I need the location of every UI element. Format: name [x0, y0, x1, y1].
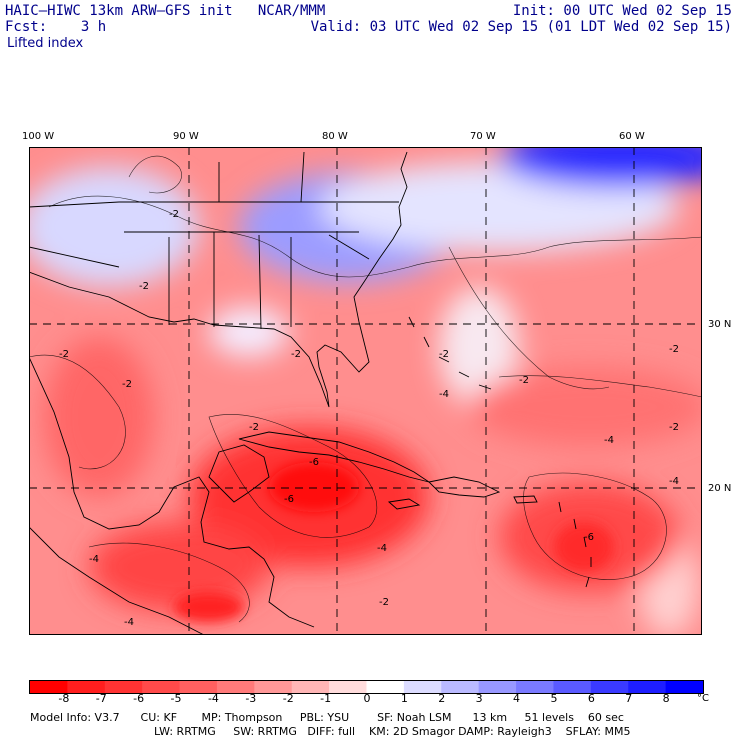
colorbar-unit: °C — [697, 693, 709, 704]
stable-region-us — [29, 167, 199, 287]
contour-label: -2 — [122, 379, 132, 390]
us-state-borders — [29, 151, 399, 330]
colorbar-swatch — [366, 681, 405, 693]
contour-label: -2 — [249, 422, 259, 433]
colorbar-frame — [29, 680, 704, 694]
hispaniola-line — [428, 476, 501, 498]
colorbar-tick-label: -8 — [58, 692, 70, 705]
colorbar-tick-label: -5 — [170, 692, 182, 705]
puerto-rico-line — [513, 495, 538, 504]
colorbar-tick-label: 0 — [363, 692, 371, 705]
colorbar-tick-label: 1 — [400, 692, 408, 705]
colorbar-swatch — [553, 681, 592, 693]
colorbar-tick-label: 6 — [587, 692, 595, 705]
contour-label: -2 — [139, 281, 149, 292]
lon-label-90w: 90 W — [173, 131, 199, 142]
colorbar-tick-label: -3 — [245, 692, 257, 705]
contour-line-1 — [48, 195, 702, 278]
colorbar-swatch — [628, 681, 667, 693]
init-time: Init: 00 UTC Wed 02 Sep 15 — [512, 3, 732, 19]
contour-label: -4 — [439, 389, 449, 400]
contour-label: -6 — [284, 494, 294, 505]
contour-label: -4 — [669, 476, 679, 487]
colorbar-tick-label: 5 — [550, 692, 558, 705]
unstable-central-america — [89, 522, 269, 612]
colorbar-tick-label: 3 — [475, 692, 483, 705]
caribbean-islands-line — [408, 316, 592, 588]
colorbar-swatch — [329, 681, 367, 693]
colorbar-swatch — [179, 681, 218, 693]
contour-line-2 — [29, 354, 126, 470]
contour-label: -2 — [669, 422, 679, 433]
contour-label: -2 — [169, 209, 179, 220]
contour-label: -6 — [309, 457, 319, 468]
lifted-index-map: -2 -2 -2 -2 -2 -2 -2 -2 -2 -2 -4 -4 -4 -… — [29, 147, 702, 635]
colorbar-tick-label: -6 — [133, 692, 145, 705]
colorbar-tick-label: 7 — [625, 692, 633, 705]
colorbar-swatch — [142, 681, 181, 693]
lon-label-100w: 100 W — [22, 131, 55, 142]
lon-label-80w: 80 W — [322, 131, 348, 142]
contour-label: -4 — [124, 617, 134, 628]
colorbar-swatch — [403, 681, 442, 693]
contour-line-5 — [523, 472, 667, 580]
contour-label: -2 — [519, 375, 529, 386]
colorbar-swatch — [30, 681, 68, 693]
contour-label: -2 — [291, 349, 301, 360]
colorbar-tick-label: 4 — [513, 692, 521, 705]
colorbar-tick-label: -7 — [95, 692, 107, 705]
contour-label: -2 — [379, 597, 389, 608]
colorbar-tick-label: 2 — [438, 692, 446, 705]
colorbar-swatch — [291, 681, 330, 693]
lon-label-60w: 60 W — [619, 131, 645, 142]
contour-line-7 — [448, 246, 610, 390]
colorbar-swatch — [590, 681, 629, 693]
core-caribbean — [269, 462, 359, 512]
contour-line-8 — [128, 155, 182, 194]
colorbar-tick-label: -2 — [282, 692, 294, 705]
lat-label-30n: 30 N — [708, 319, 732, 330]
colorbar-swatch — [216, 681, 255, 693]
contour-label: -2 — [59, 349, 69, 360]
header-title: HAIC–HIWC 13km ARW–GFS init NCAR/MMM — [5, 3, 326, 19]
stable-region-north — [499, 147, 702, 187]
forecast-hour: Fcst: 3 h — [5, 19, 107, 35]
stable-region-gulf — [209, 307, 289, 357]
gulf-coast-line — [29, 151, 408, 408]
contour-label: -2 — [439, 349, 449, 360]
colorbar-swatch — [254, 681, 293, 693]
model-info-line1: Model Info: V3.7 CU: KF MP: Thompson PBL… — [30, 711, 624, 724]
jamaica-line — [387, 498, 421, 510]
colorbar-swatch — [104, 681, 143, 693]
contour-label: -4 — [89, 554, 99, 565]
lat-label-20n: 20 N — [708, 483, 732, 494]
colorbar-swatch — [478, 681, 517, 693]
mexico-coast-line — [29, 272, 315, 628]
colorbar-tick-label: 8 — [662, 692, 670, 705]
colorbar-swatch — [665, 681, 704, 693]
colorbar — [29, 680, 704, 694]
colorbar-swatch — [516, 681, 554, 693]
contour-label: -2 — [669, 344, 679, 355]
unstable-atlantic-mid — [469, 367, 702, 447]
yucatan-line — [208, 444, 270, 503]
unstable-gulf-west — [44, 337, 154, 497]
core-atlantic — [554, 522, 614, 572]
model-info-line2: LW: RRTMG SW: RRTMG DIFF: full KM: 2D Sm… — [154, 725, 631, 738]
contour-label: -6 — [584, 532, 594, 543]
valid-time: Valid: 03 UTC Wed 02 Sep 15 (01 LDT Wed … — [310, 19, 732, 35]
contour-line-3 — [208, 414, 378, 538]
contour-label: -4 — [604, 435, 614, 446]
pacific-coast-line — [29, 526, 205, 635]
core-pacific — [174, 592, 244, 622]
colorbar-tick-label: -4 — [207, 692, 219, 705]
lon-label-70w: 70 W — [470, 131, 496, 142]
colorbar-tick-label: -1 — [320, 692, 332, 705]
colorbar-swatch — [441, 681, 480, 693]
contour-label: -4 — [377, 543, 387, 554]
colorbar-swatch — [67, 681, 106, 693]
map-frame — [29, 147, 702, 635]
field-name: Lifted index — [7, 36, 84, 51]
